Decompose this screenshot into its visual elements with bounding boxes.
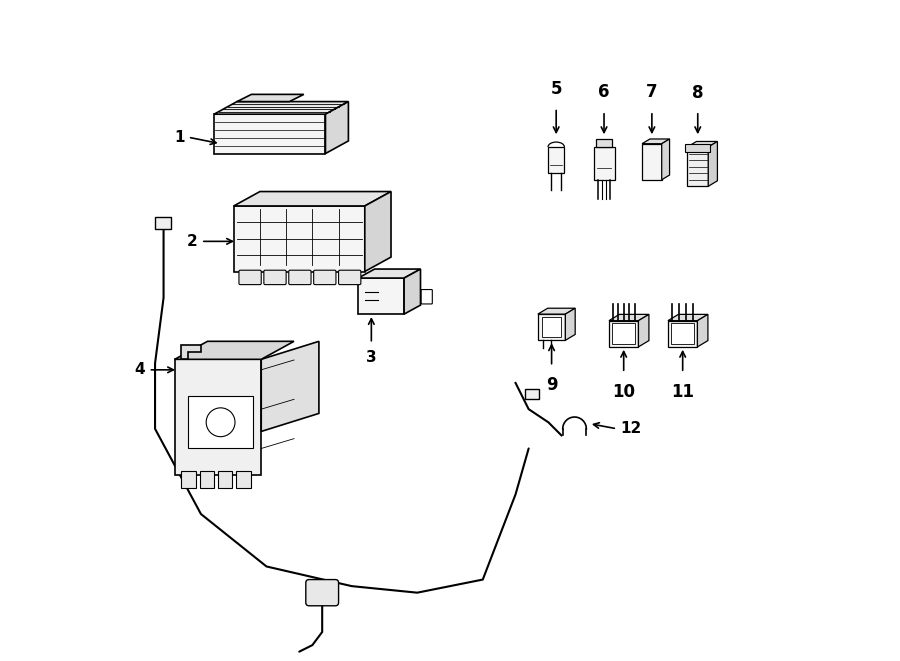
Text: 11: 11 <box>671 383 694 401</box>
Polygon shape <box>609 315 649 321</box>
Polygon shape <box>326 102 348 153</box>
Polygon shape <box>358 278 404 314</box>
Bar <box>548 147 564 173</box>
Polygon shape <box>565 308 575 340</box>
Polygon shape <box>662 139 670 180</box>
Polygon shape <box>358 269 420 278</box>
Bar <box>188 396 254 448</box>
FancyBboxPatch shape <box>338 270 361 285</box>
FancyBboxPatch shape <box>421 290 432 304</box>
FancyBboxPatch shape <box>238 270 261 285</box>
FancyBboxPatch shape <box>264 270 286 285</box>
Text: 1: 1 <box>174 130 184 145</box>
Polygon shape <box>698 315 708 347</box>
Polygon shape <box>404 269 420 314</box>
Bar <box>155 217 171 229</box>
Text: 5: 5 <box>551 80 562 98</box>
Bar <box>237 471 251 488</box>
Text: 4: 4 <box>135 362 145 377</box>
Bar <box>596 139 612 147</box>
Polygon shape <box>214 102 348 114</box>
Polygon shape <box>214 114 326 153</box>
FancyBboxPatch shape <box>306 580 338 605</box>
Polygon shape <box>175 360 261 475</box>
Bar <box>538 314 565 340</box>
Bar <box>525 389 539 399</box>
Text: 9: 9 <box>545 376 557 395</box>
Polygon shape <box>668 315 708 321</box>
Bar <box>181 471 195 488</box>
Bar <box>685 144 710 152</box>
Bar <box>642 143 662 180</box>
FancyBboxPatch shape <box>289 270 311 285</box>
Bar <box>542 317 562 337</box>
Bar <box>593 147 615 180</box>
Polygon shape <box>237 95 304 102</box>
Bar <box>200 471 214 488</box>
Text: 3: 3 <box>366 350 377 365</box>
Polygon shape <box>175 341 294 360</box>
Bar <box>688 147 708 186</box>
Polygon shape <box>181 345 201 360</box>
Bar <box>612 323 635 344</box>
Text: 10: 10 <box>612 383 635 401</box>
Text: 6: 6 <box>598 83 610 101</box>
Text: 7: 7 <box>646 83 658 101</box>
Polygon shape <box>638 315 649 347</box>
Bar <box>218 471 232 488</box>
Text: 8: 8 <box>692 85 704 102</box>
Polygon shape <box>538 308 575 314</box>
FancyBboxPatch shape <box>314 270 336 285</box>
Polygon shape <box>642 139 670 143</box>
Polygon shape <box>364 192 391 272</box>
Bar <box>671 323 694 344</box>
Polygon shape <box>234 206 364 272</box>
Polygon shape <box>234 192 391 206</box>
Polygon shape <box>708 141 717 186</box>
Bar <box>668 321 698 347</box>
Text: 12: 12 <box>620 421 642 436</box>
Text: 2: 2 <box>187 234 198 249</box>
Polygon shape <box>261 341 319 432</box>
Polygon shape <box>688 141 717 147</box>
Bar <box>609 321 638 347</box>
